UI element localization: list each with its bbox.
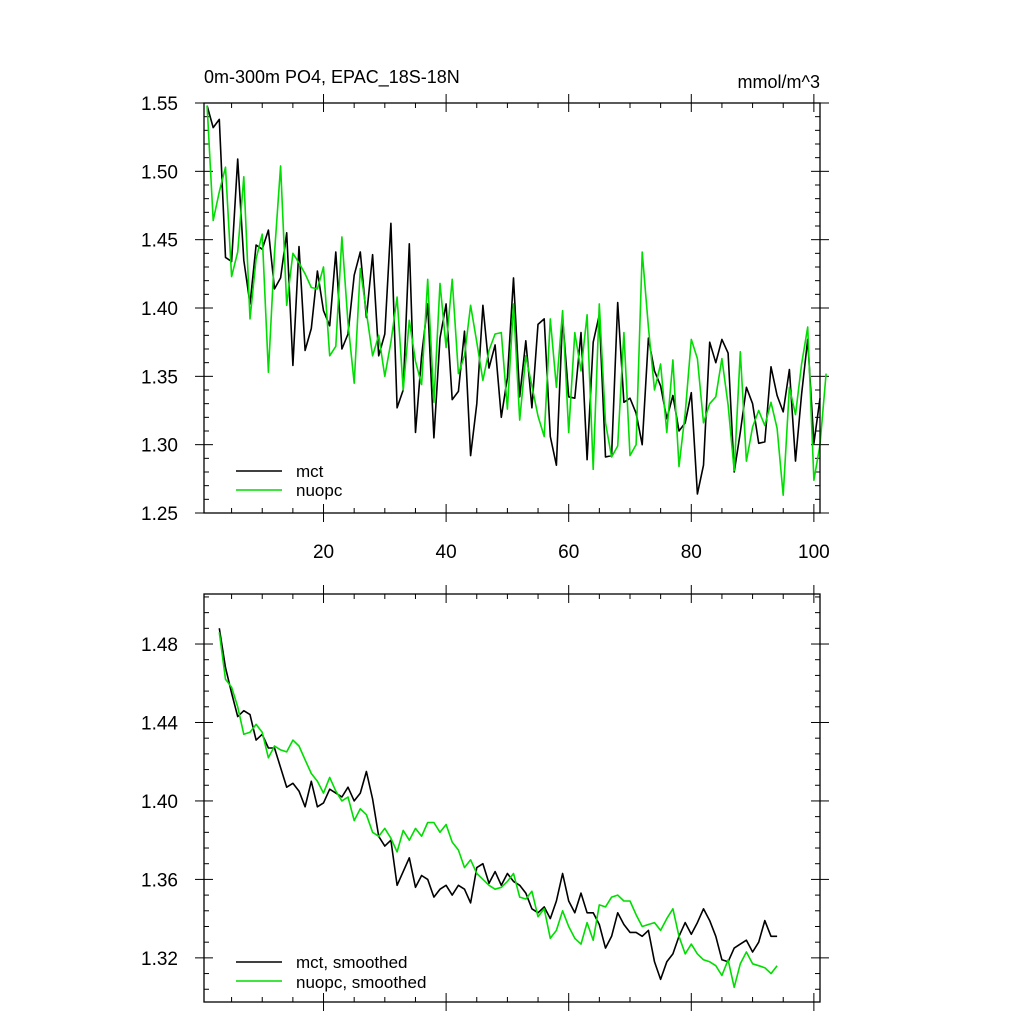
x-tick-label: 20	[313, 542, 334, 563]
top-plot-frame	[203, 102, 821, 514]
series-line-nuopc-smoothed	[218, 632, 778, 989]
bottom-panel: 1.32 1.36 1.40 1.44 1.48 mct, smoothed nuopc…	[141, 585, 829, 1011]
legend-label-nuopc: nuopc	[296, 481, 343, 500]
legend-label-mct: mct	[296, 462, 324, 481]
x-tick-label: 80	[681, 542, 702, 563]
y-tick-label: 1.35	[141, 367, 178, 388]
series-line-mct	[206, 105, 821, 495]
series-line-nuopc	[206, 105, 827, 497]
top-y-tick-labels: 1.25 1.30 1.35 1.40 1.45 1.50 1.55	[141, 94, 178, 525]
y-tick-label: 1.44	[141, 713, 178, 734]
y-tick-label: 1.30	[141, 436, 178, 457]
top-panel-series	[206, 105, 827, 497]
top-legend: mct nuopc	[236, 462, 343, 500]
y-tick-label: 1.36	[141, 870, 178, 891]
series-line-mct-smoothed	[218, 628, 778, 981]
x-tick-label: 60	[558, 542, 579, 563]
x-tick-label: 100	[798, 542, 830, 563]
y-tick-label: 1.50	[141, 162, 178, 183]
bottom-plot-frame	[203, 593, 821, 1003]
y-tick-label: 1.25	[141, 504, 178, 525]
y-tick-label: 1.48	[141, 635, 178, 656]
top-x-tick-labels: 20 40 60 80 100	[313, 542, 830, 563]
y-tick-label: 1.40	[141, 792, 178, 813]
bottom-y-tick-labels: 1.32 1.36 1.40 1.44 1.48	[141, 635, 178, 970]
top-panel: 0m-300m PO4, EPAC_18S-18N mmol/m^3 1.251…	[141, 67, 830, 563]
y-tick-label: 1.32	[141, 949, 178, 970]
top-chart-units: mmol/m^3	[738, 72, 820, 92]
legend-label-mct-smoothed: mct, smoothed	[296, 953, 408, 972]
y-tick-label: 1.55	[141, 94, 178, 115]
legend-label-nuopc-smoothed: nuopc, smoothed	[296, 973, 426, 992]
x-tick-label: 40	[436, 542, 457, 563]
y-tick-label: 1.40	[141, 299, 178, 320]
bottom-legend: mct, smoothed nuopc, smoothed	[236, 953, 426, 992]
y-tick-label: 1.45	[141, 231, 178, 252]
top-chart-title: 0m-300m PO4, EPAC_18S-18N	[204, 67, 460, 88]
bottom-panel-ticks	[195, 585, 829, 1011]
bottom-panel-series	[218, 628, 778, 989]
